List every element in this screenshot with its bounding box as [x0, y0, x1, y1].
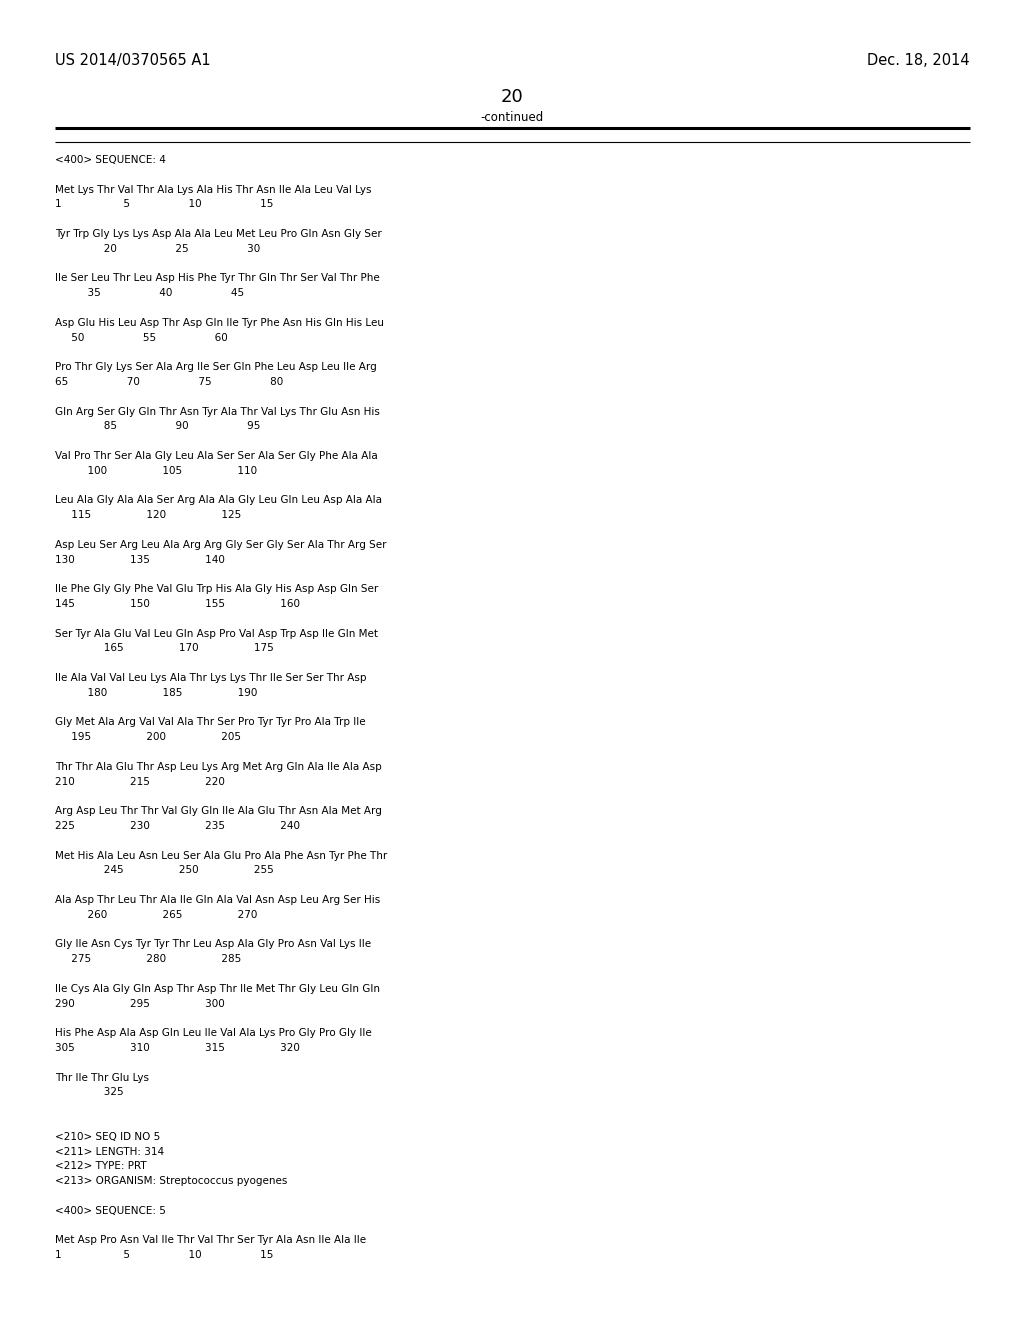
Text: 195                 200                 205: 195 200 205: [55, 733, 241, 742]
Text: US 2014/0370565 A1: US 2014/0370565 A1: [55, 53, 211, 69]
Text: <400> SEQUENCE: 4: <400> SEQUENCE: 4: [55, 154, 166, 165]
Text: Ala Asp Thr Leu Thr Ala Ile Gln Ala Val Asn Asp Leu Arg Ser His: Ala Asp Thr Leu Thr Ala Ile Gln Ala Val …: [55, 895, 380, 906]
Text: Thr Thr Ala Glu Thr Asp Leu Lys Arg Met Arg Gln Ala Ile Ala Asp: Thr Thr Ala Glu Thr Asp Leu Lys Arg Met …: [55, 762, 382, 772]
Text: Gln Arg Ser Gly Gln Thr Asn Tyr Ala Thr Val Lys Thr Glu Asn His: Gln Arg Ser Gly Gln Thr Asn Tyr Ala Thr …: [55, 407, 380, 417]
Text: Asp Glu His Leu Asp Thr Asp Gln Ile Tyr Phe Asn His Gln His Leu: Asp Glu His Leu Asp Thr Asp Gln Ile Tyr …: [55, 318, 384, 327]
Text: Val Pro Thr Ser Ala Gly Leu Ala Ser Ser Ala Ser Gly Phe Ala Ala: Val Pro Thr Ser Ala Gly Leu Ala Ser Ser …: [55, 451, 378, 461]
Text: 145                 150                 155                 160: 145 150 155 160: [55, 599, 300, 609]
Text: Tyr Trp Gly Lys Lys Asp Ala Ala Leu Met Leu Pro Gln Asn Gly Ser: Tyr Trp Gly Lys Lys Asp Ala Ala Leu Met …: [55, 228, 382, 239]
Text: 305                 310                 315                 320: 305 310 315 320: [55, 1043, 300, 1053]
Text: 35                  40                  45: 35 40 45: [55, 288, 244, 298]
Text: 260                 265                 270: 260 265 270: [55, 909, 257, 920]
Text: Dec. 18, 2014: Dec. 18, 2014: [867, 53, 970, 69]
Text: Ile Ala Val Val Leu Lys Ala Thr Lys Lys Thr Ile Ser Ser Thr Asp: Ile Ala Val Val Leu Lys Ala Thr Lys Lys …: [55, 673, 367, 682]
Text: 245                 250                 255: 245 250 255: [55, 866, 273, 875]
Text: Pro Thr Gly Lys Ser Ala Arg Ile Ser Gln Phe Leu Asp Leu Ile Arg: Pro Thr Gly Lys Ser Ala Arg Ile Ser Gln …: [55, 362, 377, 372]
Text: Gly Met Ala Arg Val Val Ala Thr Ser Pro Tyr Tyr Pro Ala Trp Ile: Gly Met Ala Arg Val Val Ala Thr Ser Pro …: [55, 717, 366, 727]
Text: 50                  55                  60: 50 55 60: [55, 333, 227, 343]
Text: 130                 135                 140: 130 135 140: [55, 554, 225, 565]
Text: 1                   5                  10                  15: 1 5 10 15: [55, 199, 273, 210]
Text: 225                 230                 235                 240: 225 230 235 240: [55, 821, 300, 832]
Text: Gly Ile Asn Cys Tyr Tyr Thr Leu Asp Ala Gly Pro Asn Val Lys Ile: Gly Ile Asn Cys Tyr Tyr Thr Leu Asp Ala …: [55, 940, 371, 949]
Text: 65                  70                  75                  80: 65 70 75 80: [55, 378, 284, 387]
Text: 115                 120                 125: 115 120 125: [55, 511, 242, 520]
Text: 20                  25                  30: 20 25 30: [55, 244, 260, 253]
Text: 85                  90                  95: 85 90 95: [55, 421, 260, 432]
Text: Leu Ala Gly Ala Ala Ser Arg Ala Ala Gly Leu Gln Leu Asp Ala Ala: Leu Ala Gly Ala Ala Ser Arg Ala Ala Gly …: [55, 495, 382, 506]
Text: <212> TYPE: PRT: <212> TYPE: PRT: [55, 1162, 146, 1171]
Text: Arg Asp Leu Thr Thr Val Gly Gln Ile Ala Glu Thr Asn Ala Met Arg: Arg Asp Leu Thr Thr Val Gly Gln Ile Ala …: [55, 807, 382, 816]
Text: 165                 170                 175: 165 170 175: [55, 643, 273, 653]
Text: 100                 105                 110: 100 105 110: [55, 466, 257, 475]
Text: <210> SEQ ID NO 5: <210> SEQ ID NO 5: [55, 1131, 160, 1142]
Text: 290                 295                 300: 290 295 300: [55, 999, 224, 1008]
Text: 210                 215                 220: 210 215 220: [55, 776, 225, 787]
Text: Ile Cys Ala Gly Gln Asp Thr Asp Thr Ile Met Thr Gly Leu Gln Gln: Ile Cys Ala Gly Gln Asp Thr Asp Thr Ile …: [55, 983, 380, 994]
Text: Met His Ala Leu Asn Leu Ser Ala Glu Pro Ala Phe Asn Tyr Phe Thr: Met His Ala Leu Asn Leu Ser Ala Glu Pro …: [55, 850, 387, 861]
Text: 1                   5                  10                  15: 1 5 10 15: [55, 1250, 273, 1261]
Text: Thr Ile Thr Glu Lys: Thr Ile Thr Glu Lys: [55, 1073, 150, 1082]
Text: <213> ORGANISM: Streptococcus pyogenes: <213> ORGANISM: Streptococcus pyogenes: [55, 1176, 288, 1187]
Text: <211> LENGTH: 314: <211> LENGTH: 314: [55, 1147, 164, 1156]
Text: Ile Phe Gly Gly Phe Val Glu Trp His Ala Gly His Asp Asp Gln Ser: Ile Phe Gly Gly Phe Val Glu Trp His Ala …: [55, 585, 378, 594]
Text: 20: 20: [501, 88, 523, 106]
Text: -continued: -continued: [480, 111, 544, 124]
Text: Met Asp Pro Asn Val Ile Thr Val Thr Ser Tyr Ala Asn Ile Ala Ile: Met Asp Pro Asn Val Ile Thr Val Thr Ser …: [55, 1236, 367, 1245]
Text: 180                 185                 190: 180 185 190: [55, 688, 257, 698]
Text: Ser Tyr Ala Glu Val Leu Gln Asp Pro Val Asp Trp Asp Ile Gln Met: Ser Tyr Ala Glu Val Leu Gln Asp Pro Val …: [55, 628, 378, 639]
Text: His Phe Asp Ala Asp Gln Leu Ile Val Ala Lys Pro Gly Pro Gly Ile: His Phe Asp Ala Asp Gln Leu Ile Val Ala …: [55, 1028, 372, 1039]
Text: 325: 325: [55, 1088, 124, 1097]
Text: Ile Ser Leu Thr Leu Asp His Phe Tyr Thr Gln Thr Ser Val Thr Phe: Ile Ser Leu Thr Leu Asp His Phe Tyr Thr …: [55, 273, 380, 284]
Text: Asp Leu Ser Arg Leu Ala Arg Arg Gly Ser Gly Ser Ala Thr Arg Ser: Asp Leu Ser Arg Leu Ala Arg Arg Gly Ser …: [55, 540, 386, 550]
Text: 275                 280                 285: 275 280 285: [55, 954, 242, 964]
Text: Met Lys Thr Val Thr Ala Lys Ala His Thr Asn Ile Ala Leu Val Lys: Met Lys Thr Val Thr Ala Lys Ala His Thr …: [55, 185, 372, 194]
Text: <400> SEQUENCE: 5: <400> SEQUENCE: 5: [55, 1205, 166, 1216]
